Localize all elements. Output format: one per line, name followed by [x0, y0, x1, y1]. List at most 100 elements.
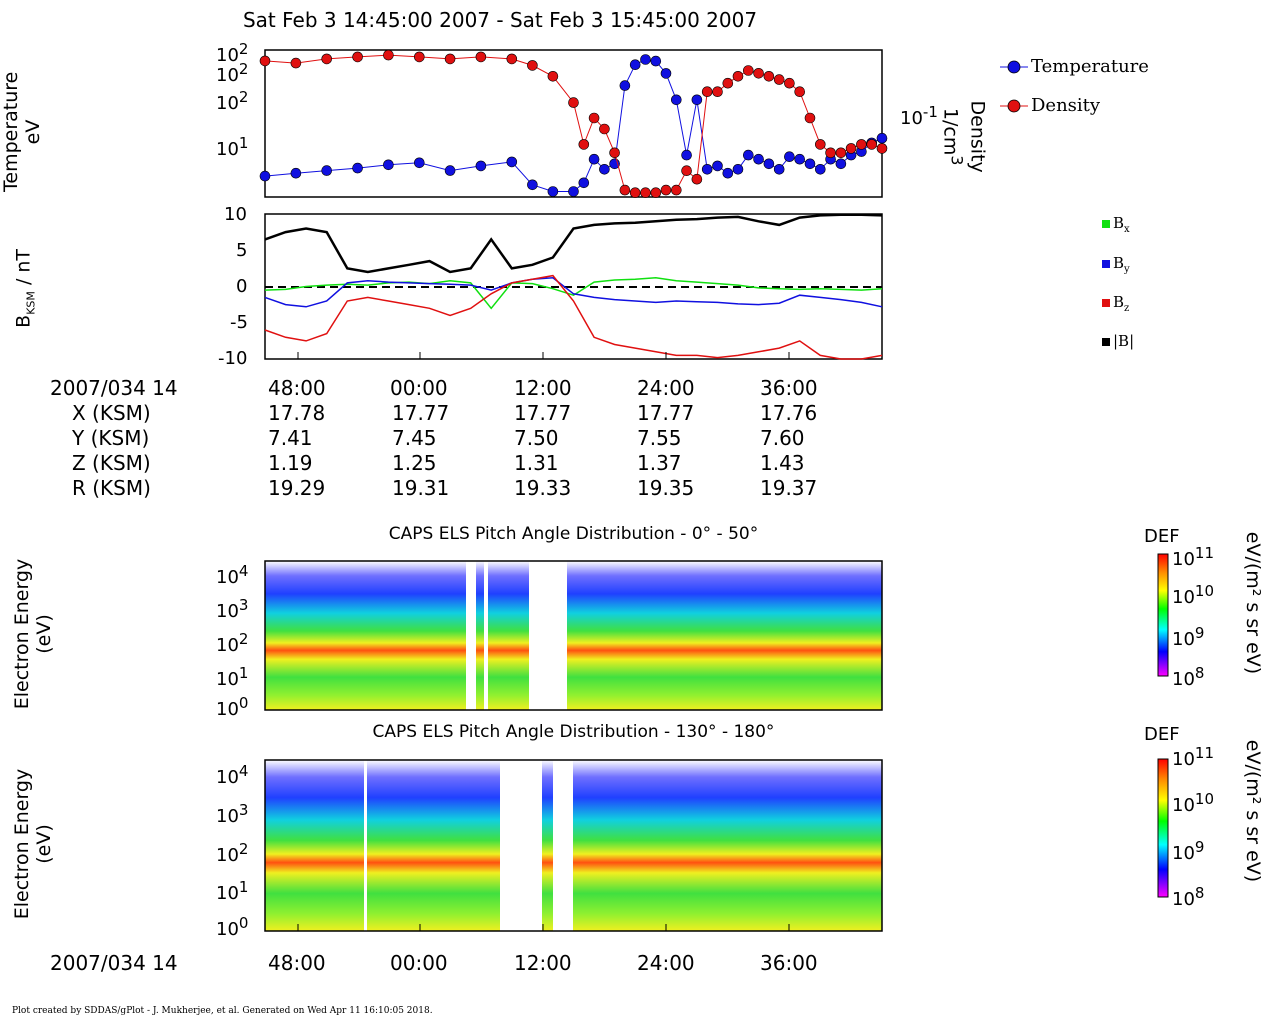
temperature-point — [547, 186, 559, 197]
cb1-tick-8: 108 — [1172, 664, 1205, 690]
temperature-point — [670, 94, 682, 106]
density-point — [290, 57, 302, 69]
spectrogram-2-ylabel: Electron Energy (eV) — [11, 768, 55, 920]
density-point — [547, 71, 559, 82]
bottom-axis-header: 2007/034 14 — [50, 951, 178, 975]
temperature-point — [578, 177, 590, 189]
cb2-tick-9: 109 — [1172, 838, 1205, 864]
density-point — [383, 49, 394, 61]
density-point — [599, 123, 610, 135]
legend-by: By — [1102, 254, 1130, 275]
density-point — [814, 139, 826, 150]
spectrogram-1-gap-b — [529, 561, 567, 710]
density-point — [835, 147, 847, 159]
spec2-tick-4: 104 — [216, 762, 249, 788]
bottom-tick-4: 36:00 — [760, 951, 818, 975]
temperature-point — [722, 167, 734, 179]
ephemeris-y-1: 7.45 — [392, 426, 437, 450]
temperature-point — [794, 153, 806, 165]
temperature-axis-label: Temperature eV — [0, 71, 44, 192]
cb1-tick-9: 109 — [1172, 624, 1205, 650]
legend-bz: Bz — [1102, 293, 1129, 314]
mag-tick-neg5: -5 — [230, 312, 248, 333]
temperature-point — [660, 68, 672, 79]
temperature-point — [588, 153, 600, 165]
density-point — [578, 139, 590, 150]
colorbar-2-label: DEF — [1144, 724, 1180, 745]
colorbar-1 — [1157, 553, 1169, 677]
temperature-point — [352, 162, 363, 174]
density-point — [876, 143, 888, 154]
temperature-point — [804, 158, 816, 170]
density-point — [506, 53, 518, 65]
ephemeris-time-0: 48:00 — [268, 376, 326, 400]
spec2-tick-3: 103 — [216, 801, 249, 827]
temperature-point — [259, 170, 271, 182]
density-point — [619, 184, 631, 196]
spectrogram-1-frame — [264, 560, 883, 711]
spectrogram-2-title: CAPS ELS Pitch Angle Distribution - 130°… — [372, 722, 775, 742]
spectrogram-2-frame — [264, 759, 883, 932]
density-point — [742, 65, 754, 76]
ephemeris-row-label-y: Y (KSM) — [72, 426, 150, 450]
ephemeris-x-2: 17.77 — [514, 401, 572, 425]
density-point — [640, 187, 651, 198]
spectrogram-2-gap-b — [553, 760, 573, 931]
density-point — [784, 77, 795, 89]
temp-tick-3: 102 — [216, 88, 249, 114]
ephemeris-x-0: 17.78 — [268, 401, 326, 425]
density-point — [701, 86, 713, 97]
ephemeris-time-3: 24:00 — [637, 376, 695, 400]
temperature-point — [691, 94, 703, 106]
cb1-tick-11: 1011 — [1172, 544, 1214, 570]
temperature-point — [475, 160, 487, 172]
spectrogram-1-gap-a — [466, 561, 476, 710]
ephemeris-y-0: 7.41 — [268, 426, 313, 450]
temperature-point — [619, 80, 631, 91]
bottom-tick-1: 00:00 — [390, 951, 448, 975]
density-point — [259, 55, 271, 67]
temperature-point — [712, 160, 723, 172]
ephemeris-r-4: 19.37 — [760, 476, 818, 500]
bottom-time-ticks — [297, 924, 790, 931]
density-point — [845, 143, 857, 154]
ephemeris-z-2: 1.31 — [514, 451, 559, 475]
density-point — [866, 139, 878, 150]
ephemeris-row-label-z: Z (KSM) — [72, 451, 151, 475]
temperature-point — [784, 151, 795, 162]
ephemeris-y-3: 7.55 — [637, 426, 682, 450]
mag-absbabs-line — [264, 213, 883, 274]
density-point — [629, 187, 641, 198]
legend-density-label: Density — [1031, 95, 1101, 116]
ephemeris-r-2: 19.33 — [514, 476, 572, 500]
ephemeris-time-1: 00:00 — [390, 376, 448, 400]
plasma-series-group — [259, 49, 888, 198]
ephemeris-x-4: 17.76 — [760, 401, 818, 425]
density-point — [773, 74, 785, 85]
mag-tick-5: 5 — [236, 240, 248, 261]
mag-bz-line — [264, 274, 883, 360]
plasma-panel-frame — [264, 49, 883, 198]
density-point — [856, 139, 867, 150]
spectrogram-2-image — [265, 760, 882, 931]
density-point — [804, 112, 816, 124]
ephemeris-header: 2007/034 14 — [50, 376, 178, 400]
density-point — [712, 86, 723, 97]
temperature-point — [742, 149, 754, 161]
bottom-tick-3: 24:00 — [637, 951, 695, 975]
mag-by-line — [264, 277, 883, 308]
temperature-point — [444, 165, 456, 176]
density-tick: 10-1 — [900, 103, 938, 129]
density-point — [444, 53, 456, 65]
temperature-point — [814, 164, 826, 175]
legend-temperature-marker — [1000, 60, 1028, 74]
density-point — [660, 184, 672, 196]
ephemeris-z-4: 1.43 — [760, 451, 805, 475]
temperature-point — [835, 158, 847, 170]
temperature-point — [290, 167, 302, 179]
ephemeris-r-0: 19.29 — [268, 476, 326, 500]
mag-bx-line — [264, 277, 883, 310]
spec1-tick-4: 104 — [216, 562, 249, 588]
legend-density-marker — [1000, 99, 1028, 113]
density-point — [527, 60, 538, 71]
